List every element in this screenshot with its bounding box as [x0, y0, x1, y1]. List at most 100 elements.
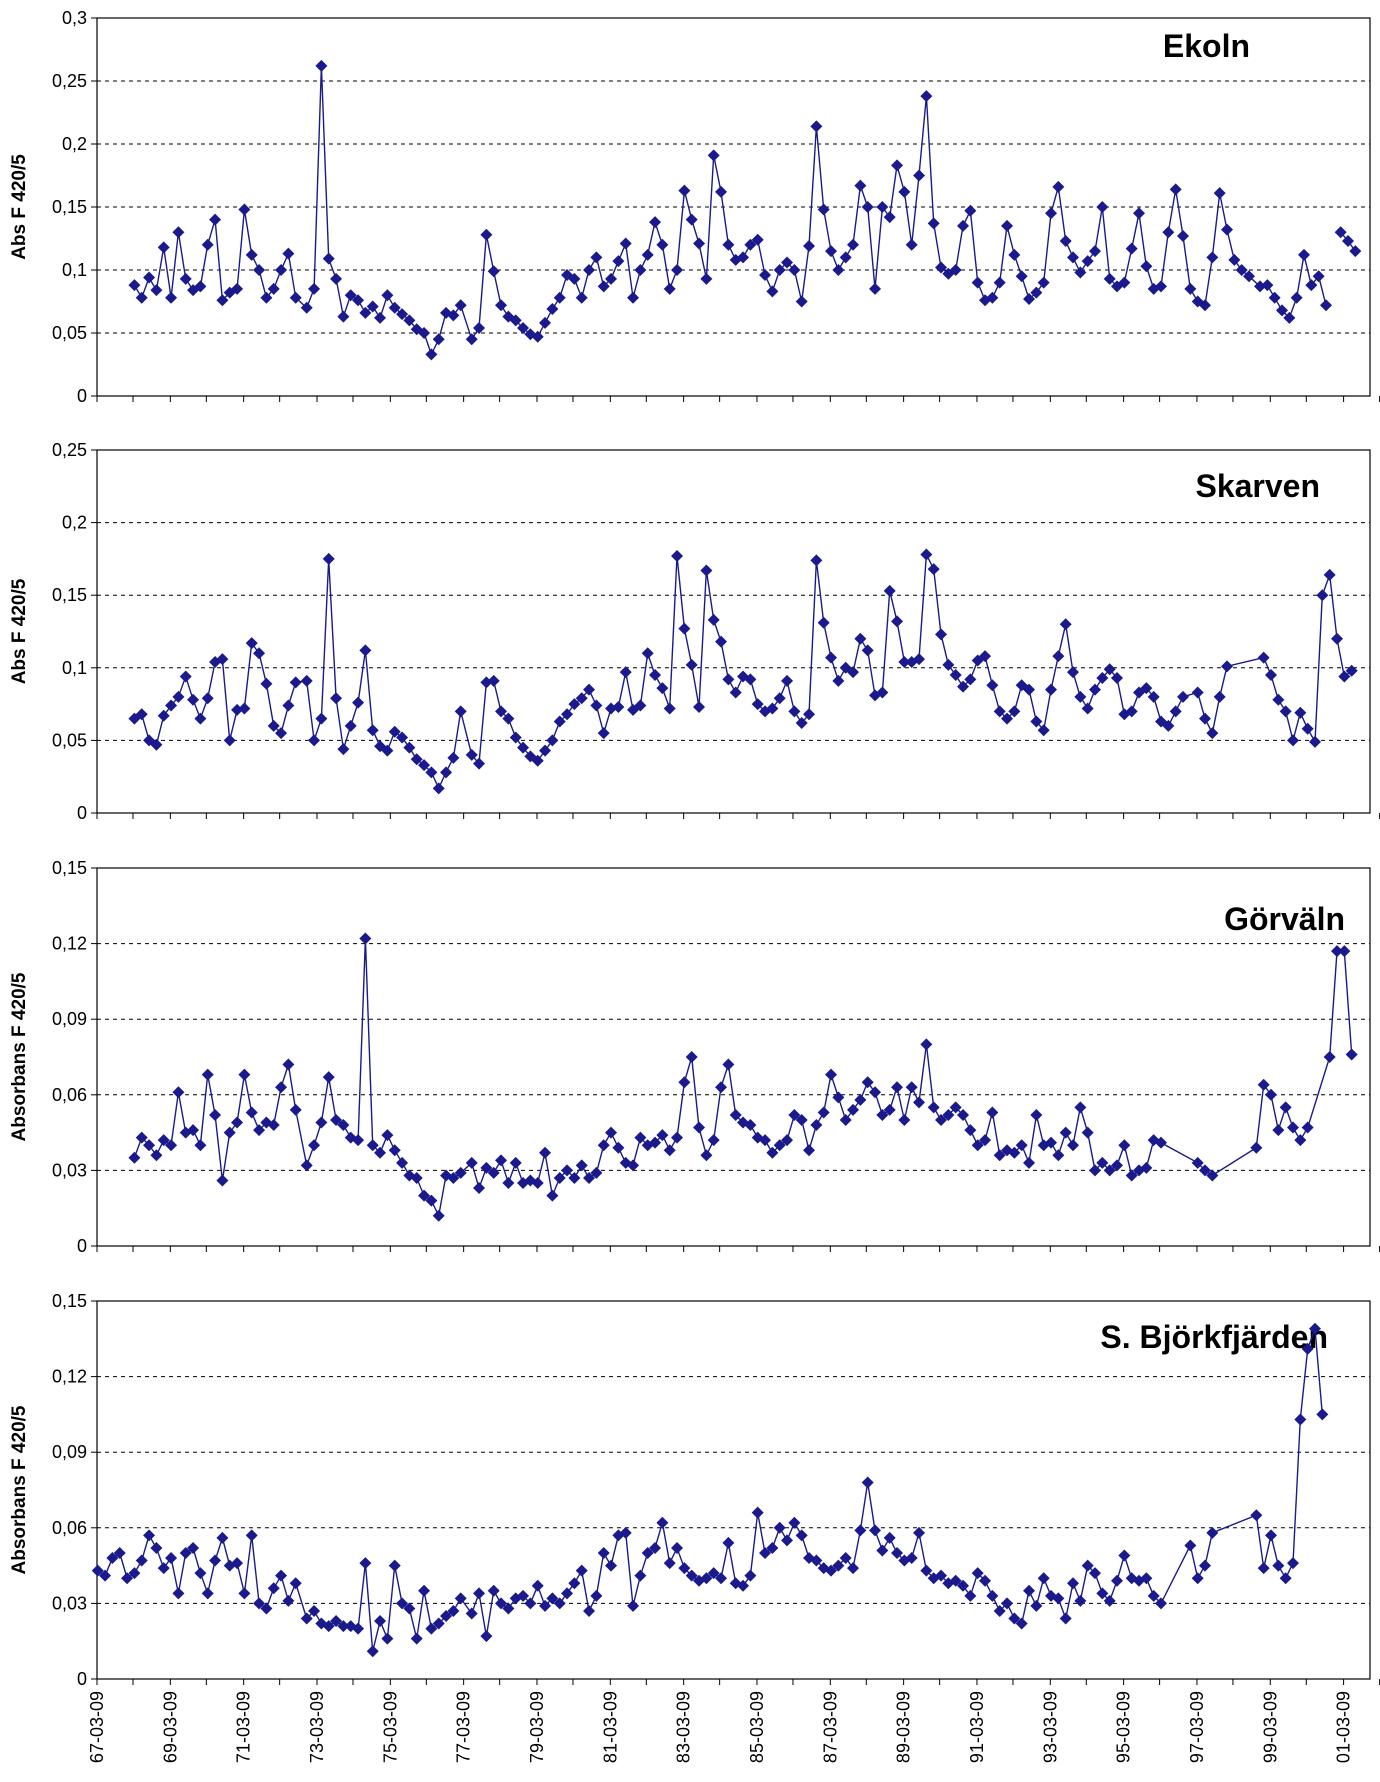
data-point	[1323, 568, 1336, 581]
data-point	[861, 644, 874, 657]
data-point	[737, 251, 750, 264]
data-point	[245, 1529, 258, 1542]
data-point	[575, 291, 588, 304]
data-point	[1265, 1088, 1278, 1101]
data-point	[1052, 1592, 1065, 1605]
data-point	[656, 238, 669, 251]
data-point	[744, 673, 757, 686]
data-point	[773, 1521, 786, 1534]
data-point	[418, 1189, 431, 1202]
data-point	[869, 1086, 882, 1099]
data-point	[854, 632, 867, 645]
data-point	[1111, 671, 1124, 684]
data-point	[1169, 183, 1182, 196]
data-point	[1199, 712, 1212, 725]
data-point	[157, 1562, 170, 1575]
data-point	[289, 676, 302, 689]
data-point	[663, 1557, 676, 1570]
data-point	[693, 701, 706, 714]
data-point	[920, 548, 933, 561]
data-point	[568, 698, 581, 711]
data-point	[1294, 1413, 1307, 1426]
data-point	[700, 564, 713, 577]
data-point	[795, 1529, 808, 1542]
data-point	[322, 552, 335, 565]
data-point	[366, 1645, 379, 1658]
data-point	[1111, 1159, 1124, 1172]
data-point	[861, 1476, 874, 1489]
data-point	[374, 1615, 387, 1628]
data-point	[649, 1136, 662, 1149]
data-point	[447, 1171, 460, 1184]
data-point	[201, 1587, 214, 1600]
data-point	[1052, 180, 1065, 193]
data-point	[685, 658, 698, 671]
chart-title: Skarven	[1195, 468, 1320, 504]
data-point	[201, 692, 214, 705]
data-point	[927, 563, 940, 576]
data-point	[289, 291, 302, 304]
data-point	[366, 724, 379, 737]
data-point	[179, 272, 192, 285]
data-point	[553, 291, 566, 304]
data-point	[568, 1577, 581, 1590]
data-point	[810, 120, 823, 133]
data-point	[352, 696, 365, 709]
data-point	[634, 264, 647, 276]
data-point	[1287, 734, 1300, 747]
data-point	[1081, 702, 1094, 715]
data-point	[275, 1081, 288, 1094]
data-point	[194, 712, 207, 725]
plot-frame	[96, 449, 1371, 814]
data-point	[678, 1076, 691, 1089]
data-point	[1155, 1136, 1168, 1149]
data-point	[847, 1103, 860, 1116]
data-point	[707, 1567, 720, 1580]
data-point	[179, 670, 192, 683]
chart-panel-3: 0 0,03 0,06 0,09 0,12 0,15 Absorbans F 420/5 Gö…	[9, 858, 1380, 1256]
data-point	[267, 1119, 280, 1132]
data-point	[898, 185, 911, 198]
data-point	[216, 1174, 229, 1187]
y-tick-label: 0,2	[62, 513, 87, 533]
data-point	[678, 622, 691, 635]
data-point	[1338, 945, 1351, 958]
y-axis-label: Abs F 420/5	[9, 578, 30, 684]
data-point	[1059, 235, 1072, 248]
data-point	[260, 677, 273, 690]
data-point	[1059, 1612, 1072, 1625]
data-point	[440, 766, 453, 779]
data-point	[876, 1108, 889, 1121]
data-point	[1250, 1141, 1263, 1154]
data-point	[876, 201, 889, 213]
y-tick-label: 0,05	[52, 323, 87, 343]
data-point	[715, 1081, 728, 1094]
data-point	[1199, 1559, 1212, 1572]
data-point	[707, 613, 720, 626]
data-point	[986, 679, 999, 692]
y-tick-label: 0,05	[52, 730, 87, 750]
data-point	[1169, 705, 1182, 718]
data-point	[1023, 1584, 1036, 1597]
data-point	[275, 1569, 288, 1582]
data-point	[891, 615, 904, 628]
data-point	[832, 1091, 845, 1104]
y-tick-label: 0	[77, 1236, 87, 1256]
data-point	[172, 226, 185, 239]
data-point	[223, 734, 236, 747]
data-point	[759, 1547, 772, 1559]
data-point	[927, 1101, 940, 1114]
y-tick-label: 0,3	[62, 8, 87, 28]
data-point	[883, 211, 896, 224]
data-point	[861, 1076, 874, 1089]
data-point	[1081, 255, 1094, 268]
data-point	[737, 1579, 750, 1592]
data-point	[876, 686, 889, 699]
data-point	[832, 674, 845, 687]
data-point	[583, 1604, 596, 1617]
data-point	[359, 644, 372, 657]
data-point	[495, 299, 508, 312]
data-point	[187, 1124, 200, 1137]
data-point	[245, 1106, 258, 1119]
data-point	[949, 669, 962, 682]
